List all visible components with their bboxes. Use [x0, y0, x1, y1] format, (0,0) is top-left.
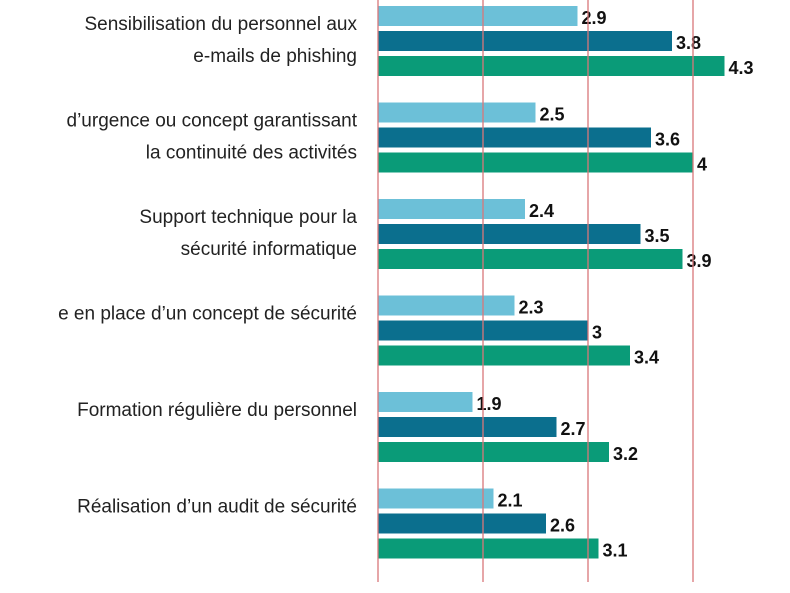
value-label: 2.4	[529, 201, 554, 221]
category-label: sécurité informatique	[181, 239, 357, 260]
bar	[378, 345, 630, 366]
category-label: Réalisation d’un audit de sécurité	[77, 497, 357, 518]
bar	[378, 31, 672, 51]
bar	[378, 513, 546, 534]
bar	[378, 417, 557, 437]
category-label: d’urgence ou concept garantissant	[67, 111, 358, 132]
value-label: 3.1	[603, 540, 628, 560]
value-label: 3.2	[613, 444, 638, 464]
bar	[378, 295, 515, 316]
value-label: 3.5	[645, 226, 670, 246]
category-label: la continuité des activités	[146, 143, 357, 164]
bar	[378, 249, 683, 269]
bar	[378, 127, 651, 148]
bar	[378, 224, 641, 244]
bar	[378, 6, 578, 26]
category-label: Support technique pour la	[139, 207, 357, 228]
value-label: 3.8	[676, 33, 701, 53]
value-label: 3.9	[687, 251, 712, 271]
bar	[378, 199, 525, 219]
value-label: 2.7	[561, 419, 586, 439]
value-label: 2.9	[582, 8, 607, 28]
value-label: 3.6	[655, 129, 680, 149]
bar	[378, 538, 599, 559]
category-label: e en place d’un concept de sécurité	[58, 304, 357, 325]
value-label: 3	[592, 322, 602, 342]
value-label: 4	[697, 154, 707, 174]
bar	[378, 392, 473, 412]
category-label: Sensibilisation du personnel aux	[84, 14, 357, 35]
bar	[378, 488, 494, 509]
value-label: 2.1	[498, 490, 523, 510]
category-label: Formation régulière du personnel	[77, 400, 357, 421]
value-label: 2.6	[550, 515, 575, 535]
value-label: 4.3	[729, 58, 754, 78]
value-label: 1.9	[477, 394, 502, 414]
bar	[378, 102, 536, 123]
bar	[378, 152, 693, 173]
bar	[378, 442, 609, 462]
value-label: 3.4	[634, 347, 659, 367]
value-label: 2.5	[540, 104, 565, 124]
category-label: e-mails de phishing	[193, 46, 357, 67]
value-label: 2.3	[519, 297, 544, 317]
bar	[378, 56, 725, 76]
